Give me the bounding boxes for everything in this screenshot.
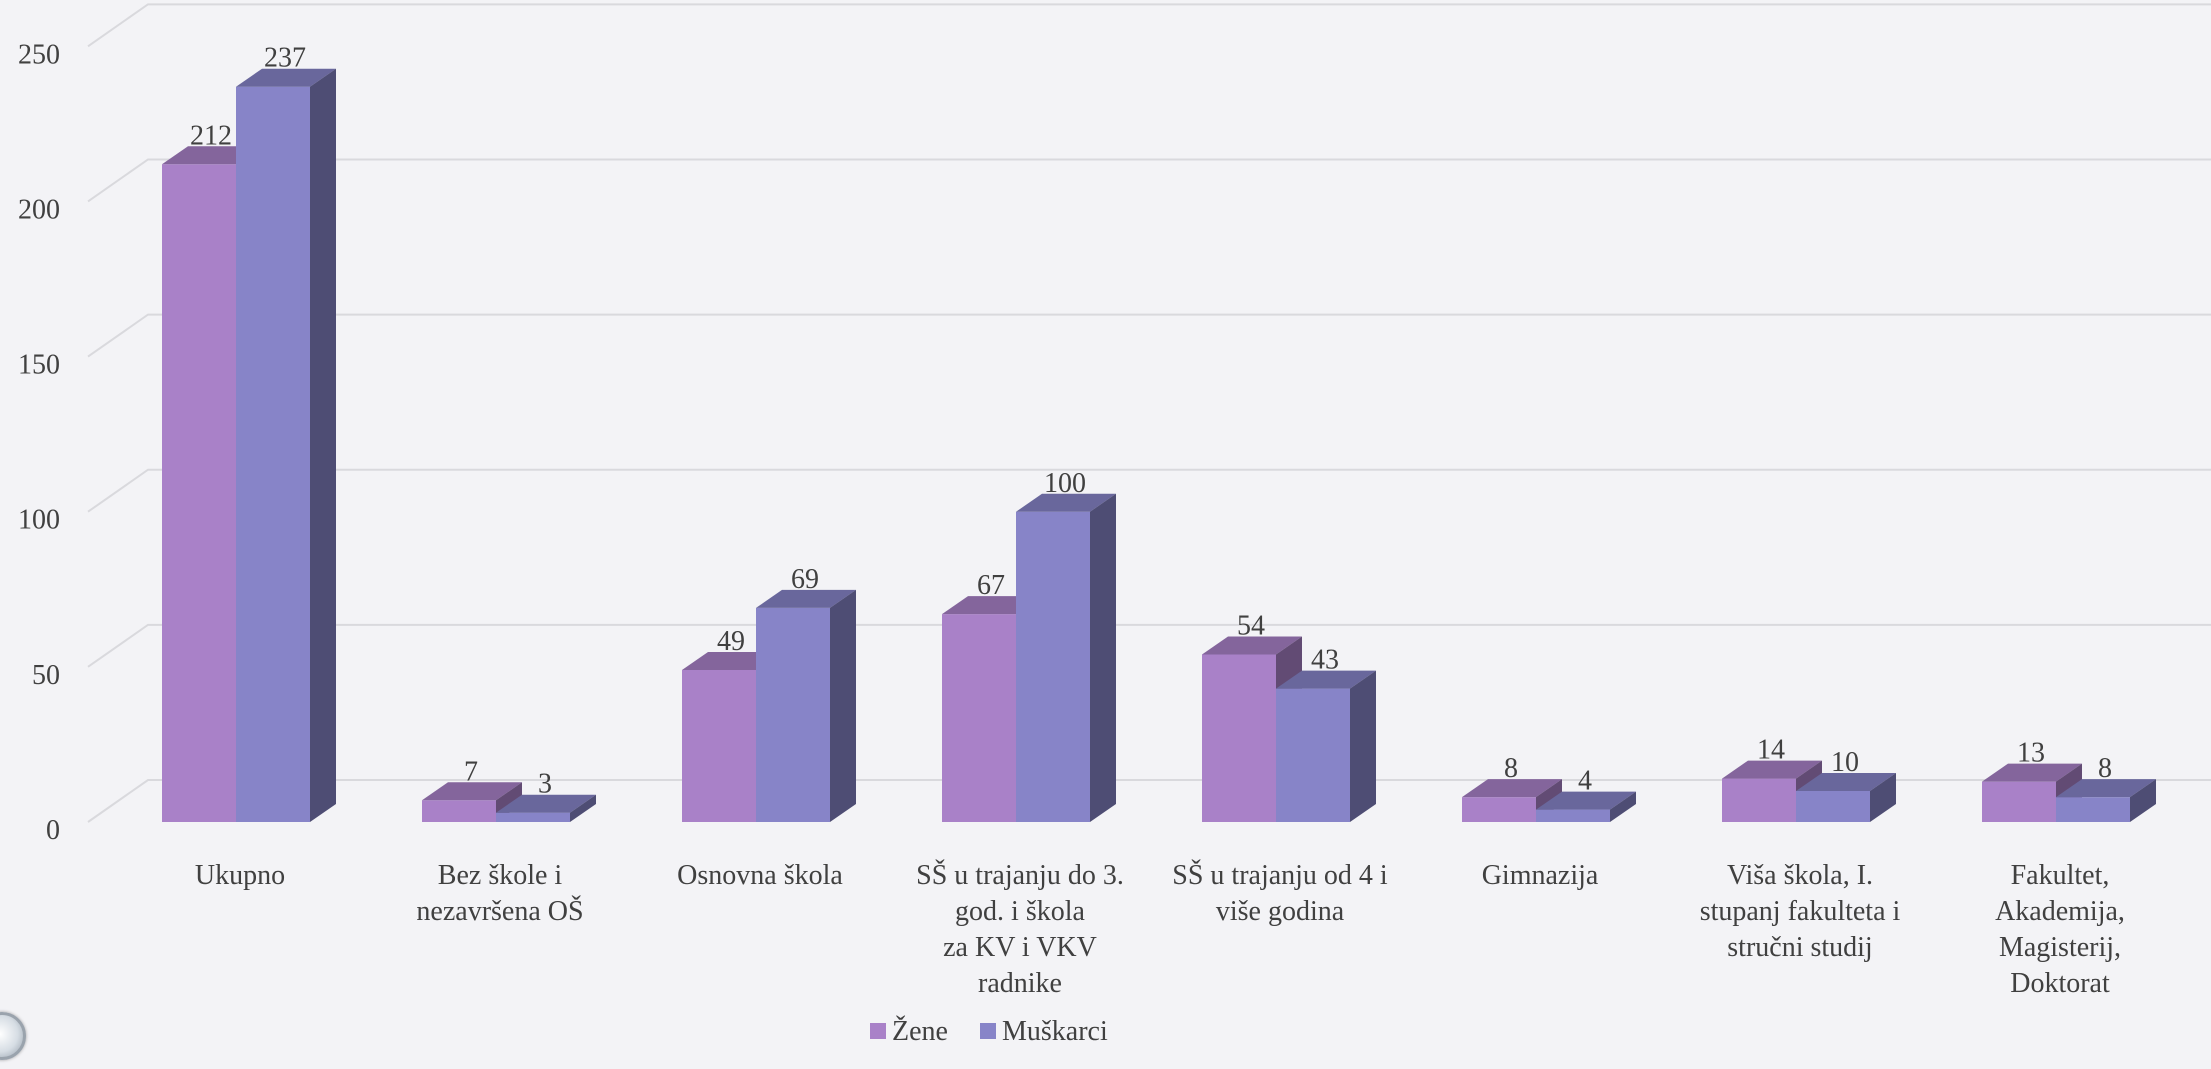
data-label: 8: [1504, 753, 1518, 784]
y-tick-label: 100: [18, 505, 60, 536]
data-label: 54: [1237, 610, 1265, 641]
bar-muskarci: [1016, 493, 1116, 822]
legend-item: Muškarci: [980, 1016, 1108, 1047]
y-tick-label: 200: [18, 194, 60, 225]
x-tick-label: Viša škola, I. stupanj fakulteta i stručni…: [1700, 860, 1901, 963]
x-tick-label: SŠ u trajanju do 3. god. i škola za KV i V…: [916, 860, 1124, 999]
y-tick-label: 250: [18, 39, 60, 70]
data-label: 7: [464, 756, 478, 787]
gridline: [87, 313, 2211, 358]
data-label: 100: [1044, 468, 1086, 499]
bar-muskarci: [1536, 791, 1636, 822]
data-labels: 212 237 7 3 49 69 67 100 54 43 8 4 14 10 13 8: [190, 43, 2112, 800]
data-label: 49: [717, 626, 745, 657]
data-label: 69: [791, 564, 819, 595]
bar-muskarci: [236, 68, 336, 822]
x-tick-label: Ukupno: [195, 860, 285, 891]
data-label: 8: [2098, 753, 2112, 784]
y-tick-label: 0: [46, 815, 60, 846]
gridline: [87, 468, 2211, 513]
legend-swatch: [980, 1023, 996, 1039]
y-tick-label: 50: [32, 660, 60, 691]
gridlines: [87, 3, 2211, 823]
legend-label: Muškarci: [1002, 1016, 1108, 1047]
data-label: 212: [190, 120, 232, 151]
bar-muskarci: [1796, 772, 1896, 822]
legend-label: Žene: [892, 1016, 948, 1047]
legend: Žene Muškarci: [870, 1016, 1108, 1047]
legend-item: Žene: [870, 1016, 948, 1047]
gridline: [87, 158, 2211, 203]
data-label: 4: [1578, 766, 1592, 797]
data-label: 13: [2017, 738, 2045, 769]
x-tick-label: SŠ u trajanju od 4 i više godina: [1172, 860, 1388, 927]
x-tick-label: Osnovna škola: [677, 860, 843, 891]
data-label: 237: [264, 43, 306, 74]
bar-muskarci: [1276, 670, 1376, 822]
gridline: [87, 623, 2211, 668]
x-tick-label: Gimnazija: [1482, 860, 1599, 891]
bar-muskarci: [496, 794, 596, 822]
bars: [162, 68, 2156, 823]
x-tick-label: Fakultet, Akademija, Magisterij, Doktorat: [1995, 860, 2125, 999]
x-tick-label: Bez škole i nezavršena OŠ: [416, 860, 583, 927]
y-axis: 0 50 100 150 200 250: [18, 39, 60, 846]
data-label: 67: [977, 570, 1005, 601]
data-label: 10: [1831, 747, 1859, 778]
bar-muskarci: [2056, 779, 2156, 822]
data-label: 14: [1757, 735, 1785, 766]
legend-swatch: [870, 1023, 886, 1039]
data-label: 43: [1311, 645, 1339, 676]
bar-muskarci: [756, 589, 856, 822]
data-label: 3: [538, 769, 552, 800]
y-tick-label: 150: [18, 350, 60, 381]
gridline: [87, 3, 2211, 48]
